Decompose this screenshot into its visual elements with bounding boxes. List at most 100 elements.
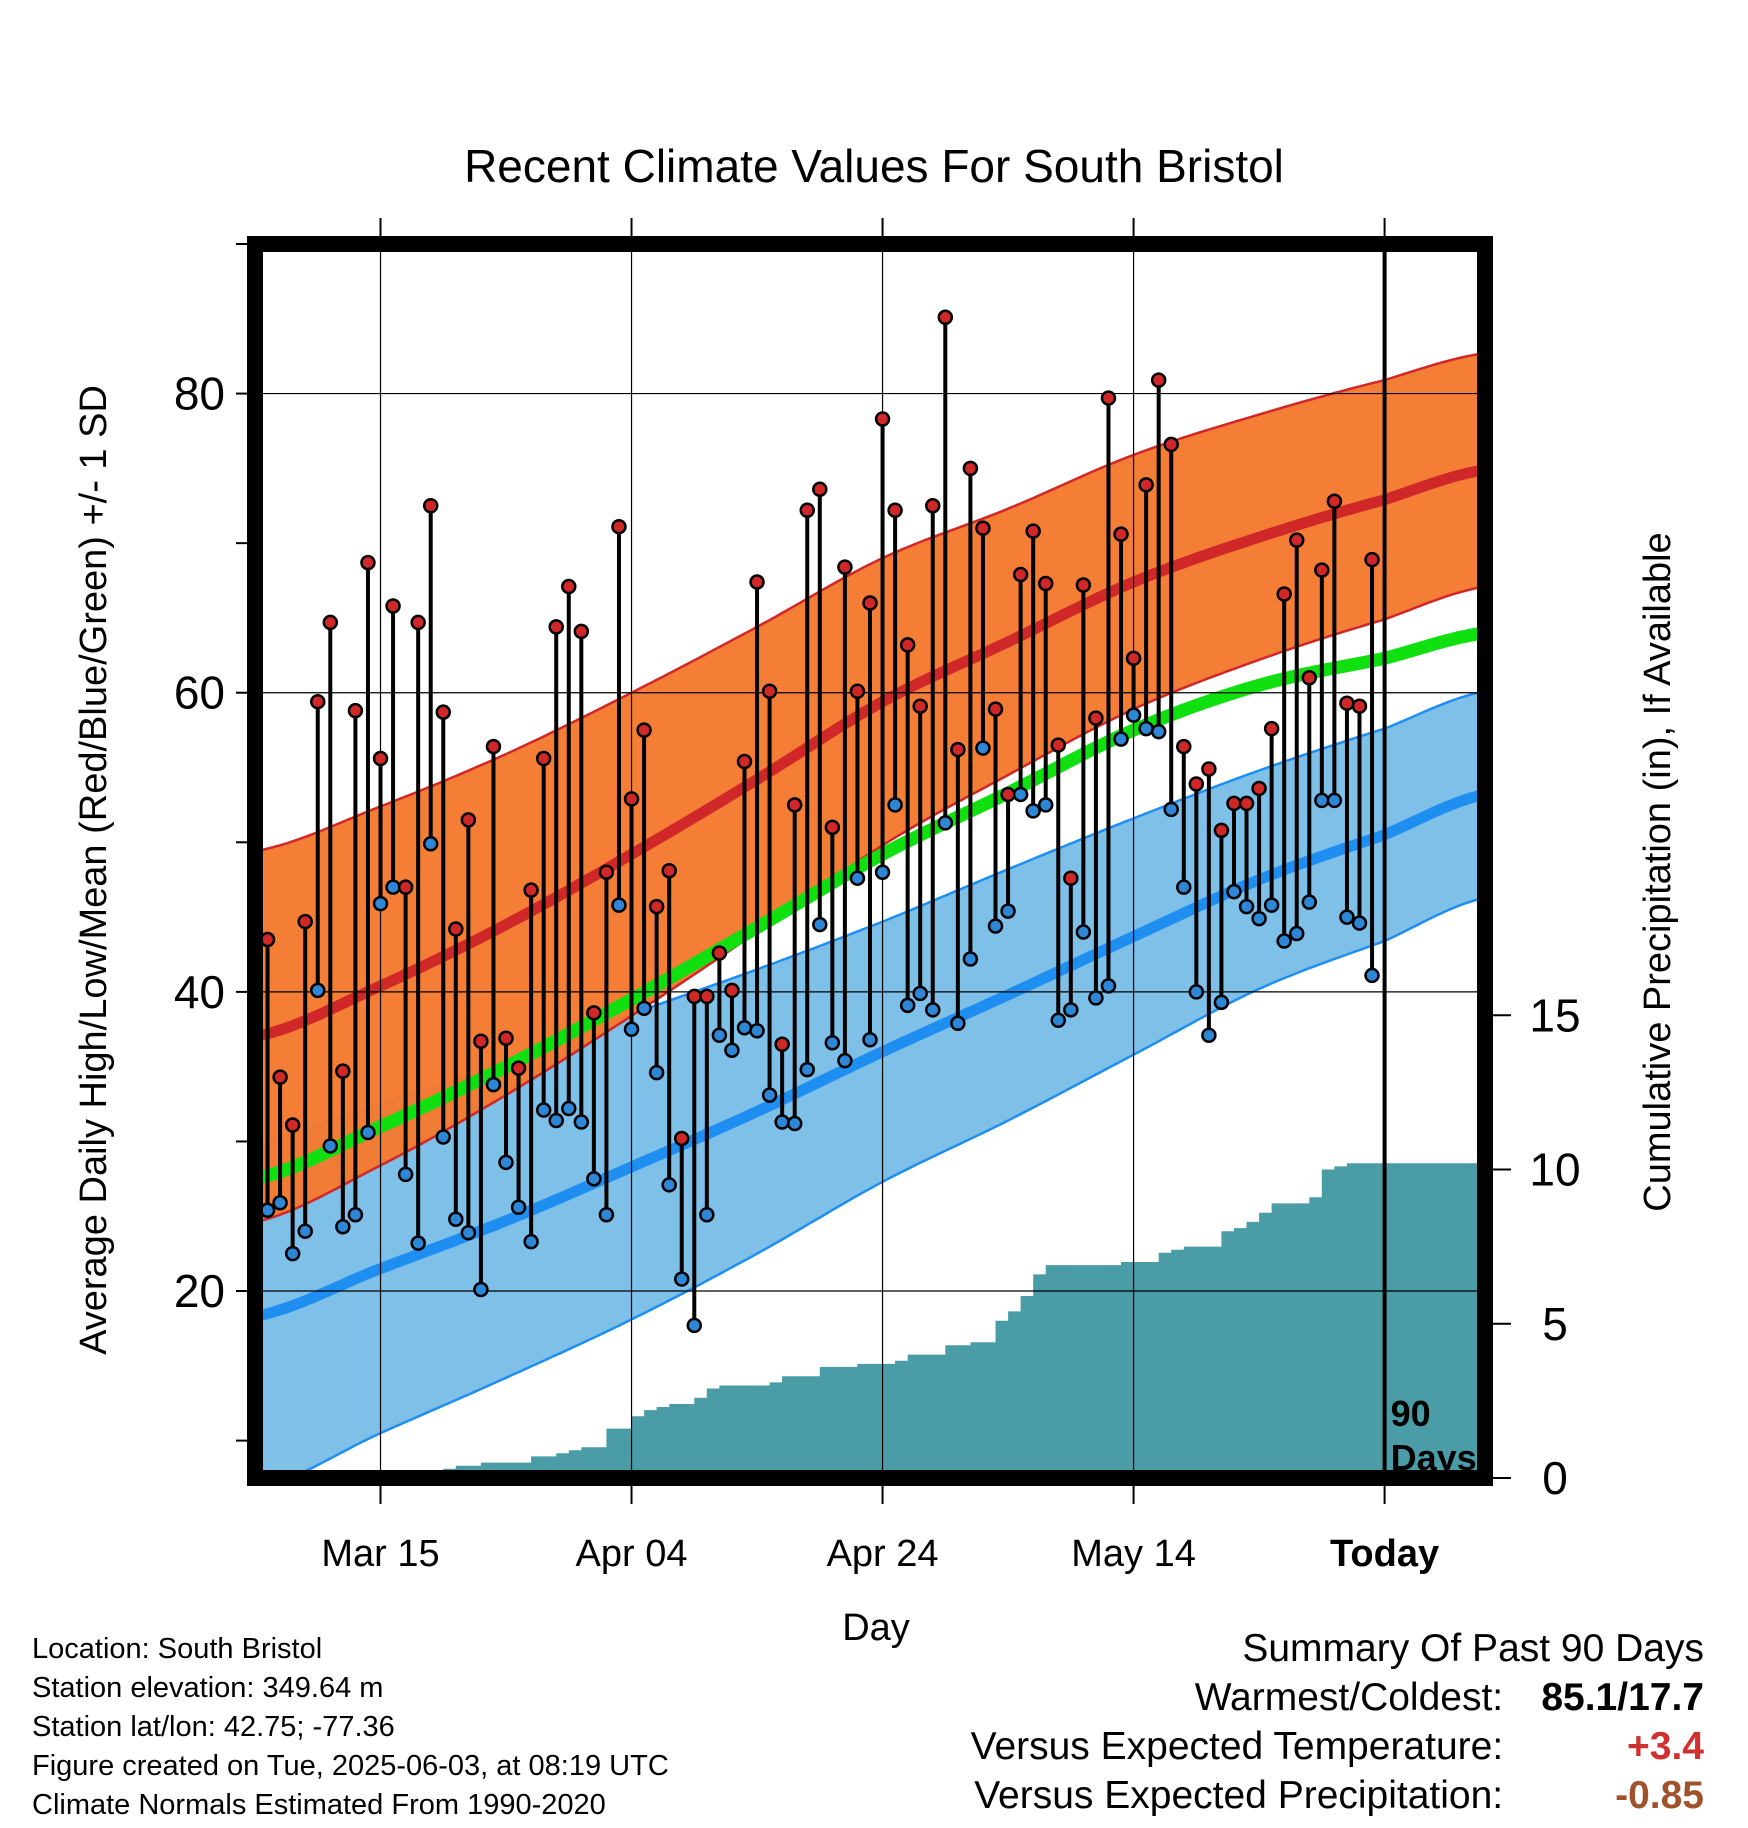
daily-high-point bbox=[1176, 738, 1192, 755]
chart-title: Recent Climate Values For South Bristol bbox=[464, 140, 1284, 192]
daily-low-point bbox=[284, 1245, 301, 1262]
elevation-text: Station elevation: 349.64 m bbox=[32, 1672, 384, 1704]
daily-low-point bbox=[272, 1195, 288, 1211]
daily-low-point bbox=[1063, 1002, 1079, 1018]
daily-high-point bbox=[322, 614, 339, 631]
today-days-label-unit: Days bbox=[1391, 1437, 1477, 1478]
y-tick-label: 80 bbox=[174, 368, 225, 420]
daily-low-point bbox=[586, 1171, 602, 1187]
daily-low-point bbox=[699, 1206, 715, 1223]
daily-low-point bbox=[1150, 723, 1167, 740]
daily-high-point bbox=[335, 1063, 351, 1079]
daily-low-point bbox=[686, 1317, 703, 1334]
daily-low-point bbox=[1263, 897, 1280, 913]
plot-frame bbox=[247, 236, 1493, 1486]
warmest-coldest-label: Warmest/Coldest: bbox=[1194, 1676, 1504, 1719]
daily-low-point bbox=[347, 1206, 364, 1223]
latlon-text: Station lat/lon: 42.75; -77.36 bbox=[32, 1711, 395, 1743]
daily-high-point bbox=[849, 683, 866, 699]
daily-low-point bbox=[422, 836, 439, 852]
daily-high-point bbox=[1025, 523, 1041, 539]
daily-low-point bbox=[460, 1224, 477, 1241]
daily-high-point bbox=[473, 1033, 489, 1049]
daily-high-point bbox=[410, 614, 426, 631]
daily-high-point bbox=[435, 704, 452, 720]
daily-low-point bbox=[862, 1031, 878, 1048]
warmest-coldest-value: 85.1/17.7 bbox=[1541, 1676, 1704, 1719]
daily-low-point bbox=[1163, 801, 1179, 818]
daily-low-point bbox=[1288, 925, 1305, 942]
daily-low-point bbox=[372, 895, 389, 912]
y2-tick-label: 15 bbox=[1529, 989, 1580, 1041]
daily-low-point bbox=[849, 870, 866, 886]
daily-high-point bbox=[1125, 650, 1142, 667]
daily-low-point bbox=[297, 1223, 313, 1239]
daily-high-point bbox=[736, 753, 753, 770]
cumulative-precipitation-area bbox=[255, 1163, 1485, 1478]
daily-low-point bbox=[360, 1124, 376, 1141]
daily-low-point bbox=[837, 1052, 853, 1069]
daily-low-point bbox=[887, 797, 903, 813]
daily-low-point bbox=[824, 1034, 841, 1051]
created-text: Figure created on Tue, 2025-06-03, at 08… bbox=[32, 1750, 669, 1782]
daily-low-point bbox=[573, 1114, 590, 1130]
daily-low-point bbox=[1301, 894, 1318, 910]
temperature-anomaly-label: Versus Expected Temperature: bbox=[970, 1725, 1504, 1768]
daily-low-point bbox=[1000, 903, 1016, 919]
daily-low-point bbox=[335, 1218, 351, 1235]
daily-low-point bbox=[812, 916, 828, 933]
daily-low-point bbox=[1213, 994, 1230, 1011]
daily-low-point bbox=[1050, 1012, 1067, 1029]
daily-low-point bbox=[1339, 909, 1355, 925]
station-info: Location: South Bristol Station elevatio… bbox=[32, 1630, 669, 1825]
daily-high-point bbox=[397, 879, 414, 895]
x-tick-label: Apr 04 bbox=[576, 1533, 688, 1575]
daily-high-point bbox=[1037, 575, 1054, 592]
daily-high-point bbox=[636, 722, 652, 738]
daily-high-point bbox=[259, 931, 276, 948]
daily-low-point bbox=[310, 982, 326, 999]
daily-low-point bbox=[598, 1206, 615, 1223]
daily-low-point bbox=[975, 740, 991, 756]
x-tick-label: Apr 24 bbox=[827, 1533, 939, 1575]
daily-low-point bbox=[1012, 786, 1029, 803]
daily-low-point bbox=[1100, 978, 1117, 994]
daily-high-point bbox=[310, 693, 326, 710]
daily-low-point bbox=[1138, 720, 1154, 737]
daily-high-point bbox=[925, 498, 941, 514]
daily-low-point bbox=[510, 1199, 527, 1216]
daily-high-point bbox=[598, 864, 615, 880]
daily-high-point bbox=[1138, 477, 1154, 493]
daily-low-point bbox=[561, 1100, 577, 1117]
daily-low-point bbox=[1251, 910, 1267, 927]
daily-high-point bbox=[1075, 577, 1092, 593]
location-text: Location: South Bristol bbox=[32, 1633, 323, 1665]
y-axis-label: Average Daily High/Low/Mean (Red/Blue/Gr… bbox=[73, 385, 115, 1355]
daily-low-point bbox=[410, 1235, 426, 1251]
daily-low-point bbox=[548, 1112, 564, 1129]
daily-high-point bbox=[987, 701, 1004, 717]
x-tick-label: Today bbox=[1330, 1533, 1439, 1575]
daily-high-point bbox=[937, 309, 954, 326]
daily-high-point bbox=[699, 988, 715, 1005]
daily-low-point bbox=[724, 1042, 740, 1058]
daily-low-point bbox=[1176, 879, 1192, 895]
daily-high-point bbox=[1188, 776, 1205, 792]
daily-high-point bbox=[372, 750, 389, 767]
daily-high-point bbox=[1276, 586, 1292, 602]
y-tick-label: 20 bbox=[174, 1265, 225, 1317]
daily-high-point bbox=[786, 797, 803, 813]
y2-tick-label: 0 bbox=[1542, 1452, 1568, 1504]
daily-low-point bbox=[1113, 731, 1129, 747]
daily-high-point bbox=[1263, 720, 1280, 737]
daily-high-point bbox=[460, 812, 477, 828]
daily-high-point bbox=[711, 945, 728, 961]
daily-low-point bbox=[473, 1281, 489, 1298]
daily-low-point bbox=[1351, 915, 1368, 931]
daily-high-point bbox=[1000, 786, 1016, 803]
daily-low-point bbox=[1326, 792, 1343, 809]
daily-high-point bbox=[686, 988, 703, 1005]
daily-low-point bbox=[498, 1154, 514, 1171]
daily-low-point bbox=[448, 1211, 464, 1227]
